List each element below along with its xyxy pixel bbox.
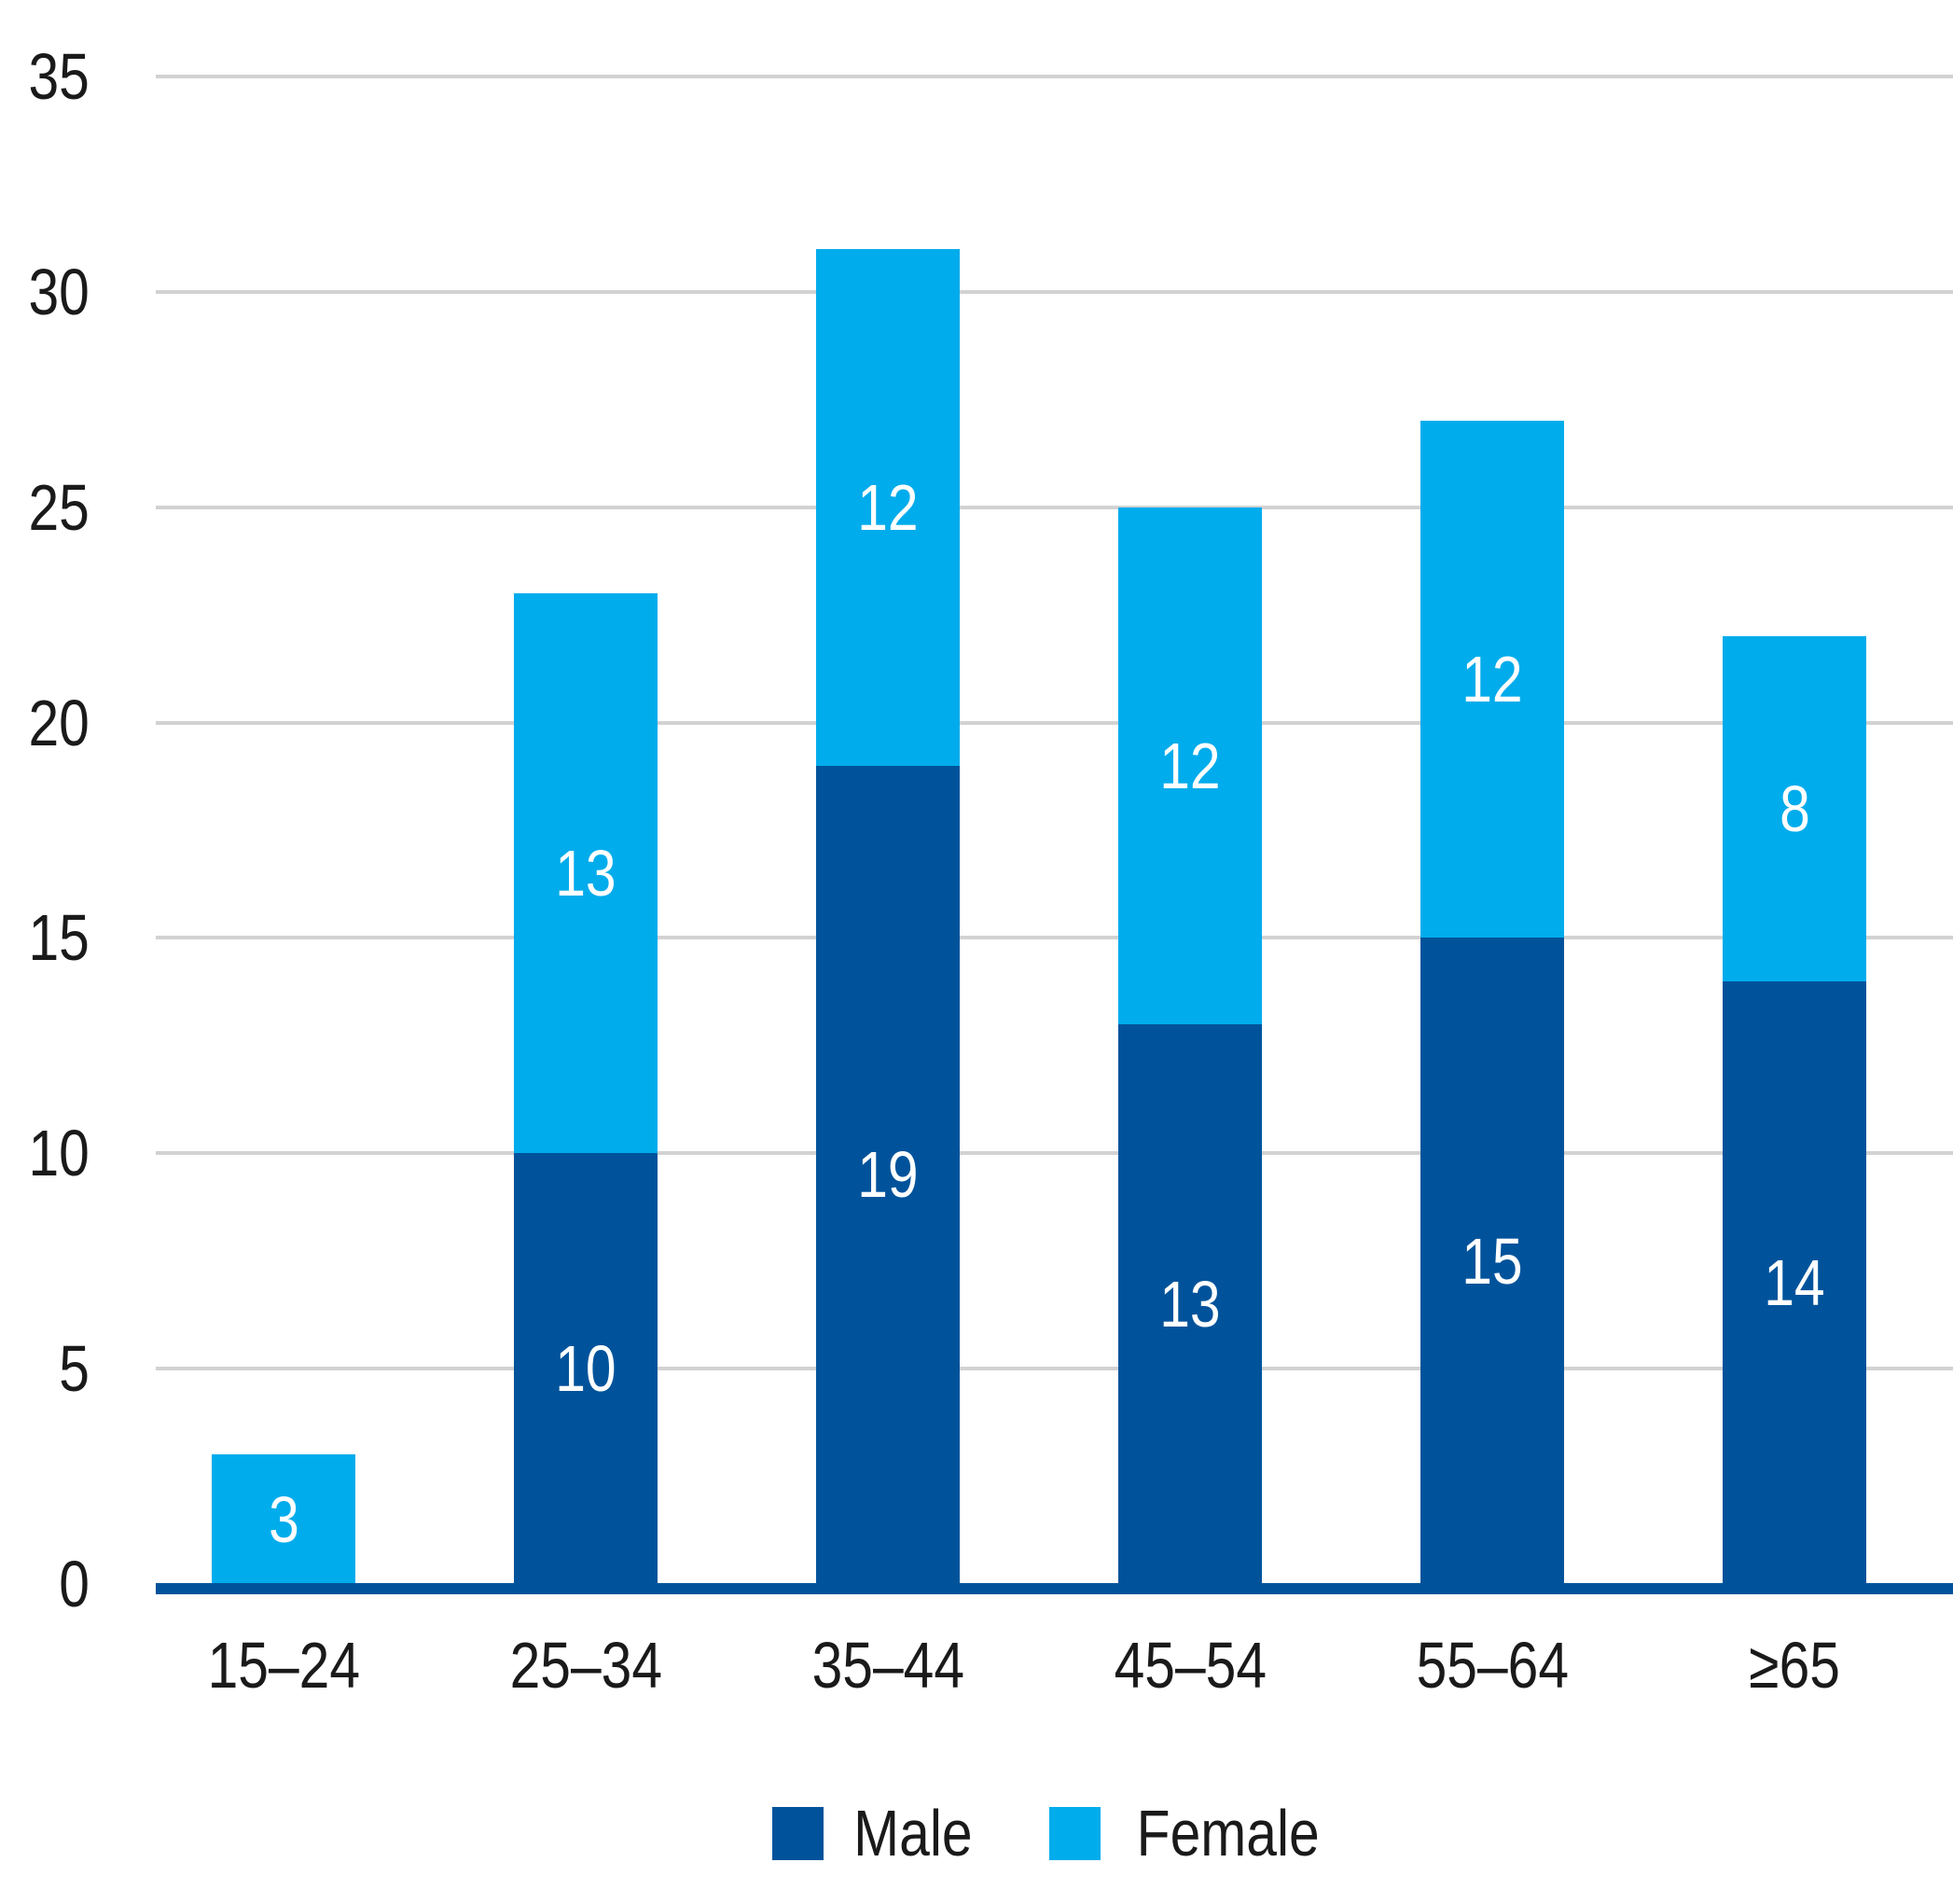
x-tick-label-text: ≥65 xyxy=(1749,1629,1840,1702)
y-tick-label-15: 15 xyxy=(0,904,90,971)
bar-value-label: 12 xyxy=(857,470,919,544)
bar-value-label: 8 xyxy=(1779,771,1810,845)
bar-value-label: 3 xyxy=(268,1482,299,1556)
x-axis-line xyxy=(156,1583,1953,1594)
y-tick-label-25: 25 xyxy=(0,474,90,541)
y-tick-label-text: 0 xyxy=(59,1548,90,1620)
y-tick-label-0: 0 xyxy=(0,1550,90,1618)
bar-segment-female-4: 12 xyxy=(1118,507,1262,1024)
x-tick-label-4: 45–54 xyxy=(1069,1628,1311,1702)
gridline-25 xyxy=(156,505,1953,509)
y-tick-label-10: 10 xyxy=(0,1119,90,1187)
bar-segment-female-2: 13 xyxy=(514,593,658,1154)
y-tick-label-35: 35 xyxy=(0,43,90,110)
x-tick-label-text: 45–54 xyxy=(1114,1629,1267,1702)
y-tick-label-text: 15 xyxy=(28,901,90,975)
bar-value-label: 15 xyxy=(1461,1224,1523,1298)
x-tick-label-1: 15–24 xyxy=(162,1628,405,1702)
x-tick-label-3: 35–44 xyxy=(767,1628,1009,1702)
y-tick-label-text: 5 xyxy=(59,1332,90,1406)
bar-value-label: 12 xyxy=(1159,729,1221,802)
x-tick-label-text: 25–34 xyxy=(509,1629,662,1702)
bar-value-label: 12 xyxy=(1461,643,1523,716)
x-tick-label-5: 55–64 xyxy=(1371,1628,1614,1702)
legend-label-female-text: Female xyxy=(1136,1797,1320,1869)
bar-segment-male-2: 10 xyxy=(514,1153,658,1584)
legend-swatch-female xyxy=(1048,1806,1101,1860)
y-tick-label-text: 25 xyxy=(28,470,90,544)
legend-swatch-male xyxy=(771,1806,824,1860)
bar-segment-female-1: 3 xyxy=(212,1454,355,1584)
gridline-20 xyxy=(156,720,1953,725)
gridline-10 xyxy=(156,1151,1953,1156)
bar-segment-male-4: 13 xyxy=(1118,1023,1262,1584)
legend-label-male-text: Male xyxy=(853,1797,973,1869)
y-tick-label-text: 35 xyxy=(28,40,90,113)
bar-value-label: 19 xyxy=(857,1138,919,1212)
bar-segment-male-5: 15 xyxy=(1420,938,1564,1584)
bar-value-label: 10 xyxy=(555,1332,616,1406)
bar-value-label: 13 xyxy=(1159,1267,1221,1341)
y-tick-label-text: 30 xyxy=(28,255,90,328)
legend-label-male: Male xyxy=(842,1796,984,1870)
x-tick-label-text: 15–24 xyxy=(207,1629,360,1702)
bar-segment-female-5: 12 xyxy=(1420,421,1564,938)
legend: Male Female xyxy=(156,1796,1953,1870)
legend-label-female: Female xyxy=(1119,1796,1337,1870)
gridline-30 xyxy=(156,289,1953,294)
y-tick-label-text: 10 xyxy=(28,1117,90,1190)
bar-segment-male-6: 14 xyxy=(1723,980,1866,1584)
x-tick-label-text: 35–44 xyxy=(811,1629,964,1702)
gridline-15 xyxy=(156,936,1953,940)
y-tick-label-30: 30 xyxy=(0,258,90,326)
y-tick-label-text: 20 xyxy=(28,686,90,759)
x-tick-label-6: ≥65 xyxy=(1673,1628,1916,1702)
bar-value-label: 14 xyxy=(1764,1245,1825,1319)
y-tick-label-5: 5 xyxy=(0,1335,90,1402)
bar-segment-male-3: 19 xyxy=(816,765,960,1584)
x-tick-label-text: 55–64 xyxy=(1416,1629,1569,1702)
gridline-5 xyxy=(156,1367,1953,1371)
bar-segment-female-3: 12 xyxy=(816,248,960,766)
bar-value-label: 13 xyxy=(555,837,616,910)
y-tick-label-20: 20 xyxy=(0,689,90,757)
bar-segment-female-6: 8 xyxy=(1723,636,1866,981)
gridline-35 xyxy=(156,75,1953,78)
x-tick-label-2: 25–34 xyxy=(464,1628,707,1702)
